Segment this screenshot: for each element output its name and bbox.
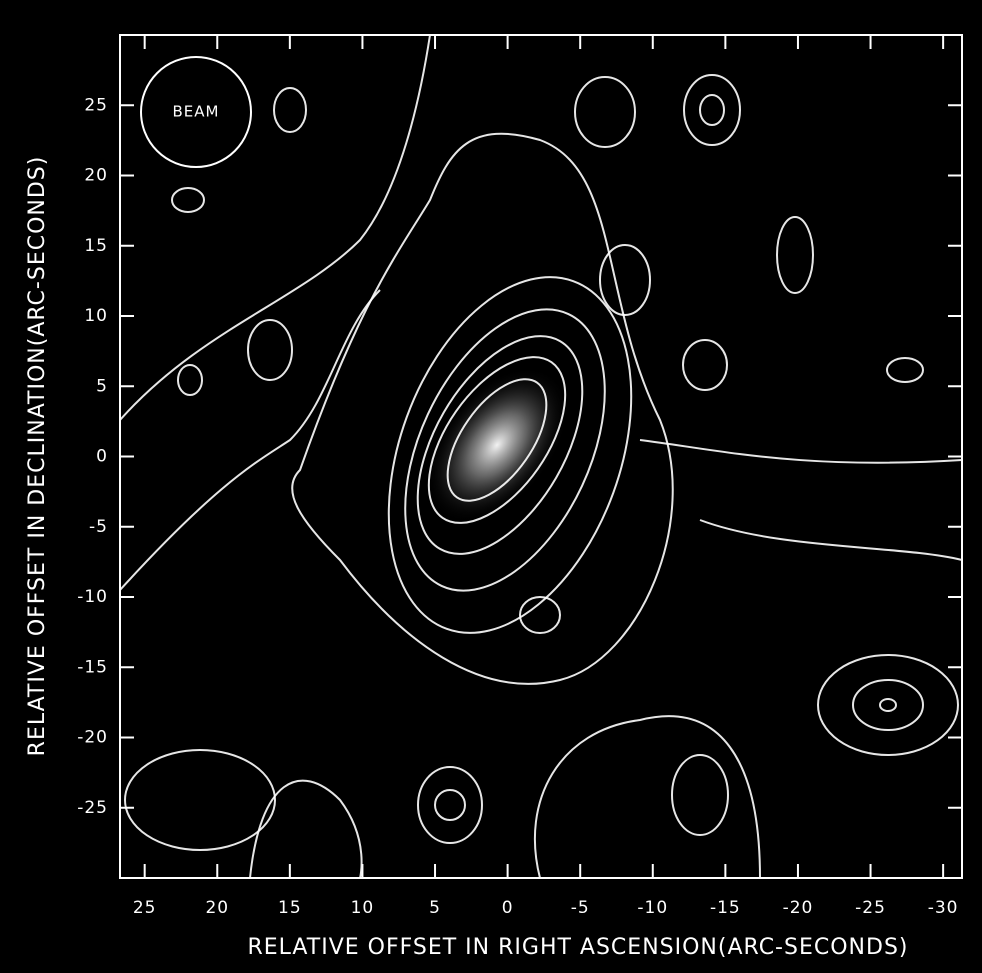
x-tick-label: -25	[855, 898, 886, 918]
x-tick-label: -10	[637, 898, 668, 918]
x-tick-label: 25	[133, 898, 157, 918]
y-tick-label: 5	[96, 376, 108, 396]
x-tick-label: 10	[351, 898, 375, 918]
chart: BEAM RELATIVE OFFSET IN RIGHT ASCENSION(…	[0, 0, 982, 973]
y-tick-label: 10	[84, 306, 108, 326]
x-tick-label: -30	[928, 898, 959, 918]
y-tick-label: -15	[77, 657, 108, 677]
x-tick-label: 15	[278, 898, 302, 918]
y-tick-label: 0	[96, 447, 108, 467]
x-tick-label: 20	[205, 898, 229, 918]
beam-label: BEAM	[173, 103, 220, 121]
y-tick-label: 20	[84, 166, 108, 186]
y-tick-label: -10	[77, 587, 108, 607]
x-axis-label: RELATIVE OFFSET IN RIGHT ASCENSION(ARC-S…	[247, 935, 908, 960]
x-tick-label: -15	[710, 898, 741, 918]
y-tick-label: -25	[77, 798, 108, 818]
x-tick-label: 5	[429, 898, 441, 918]
x-tick-label: -5	[571, 898, 590, 918]
y-tick-label: 25	[84, 95, 108, 115]
x-tick-label: 0	[502, 898, 514, 918]
y-tick-label: -20	[77, 728, 108, 748]
y-tick-label: 15	[84, 236, 108, 256]
y-axis-label: RELATIVE OFFSET IN DECLINATION(ARC-SECON…	[25, 156, 50, 757]
x-tick-label: -20	[783, 898, 814, 918]
y-tick-label: -5	[89, 517, 108, 537]
